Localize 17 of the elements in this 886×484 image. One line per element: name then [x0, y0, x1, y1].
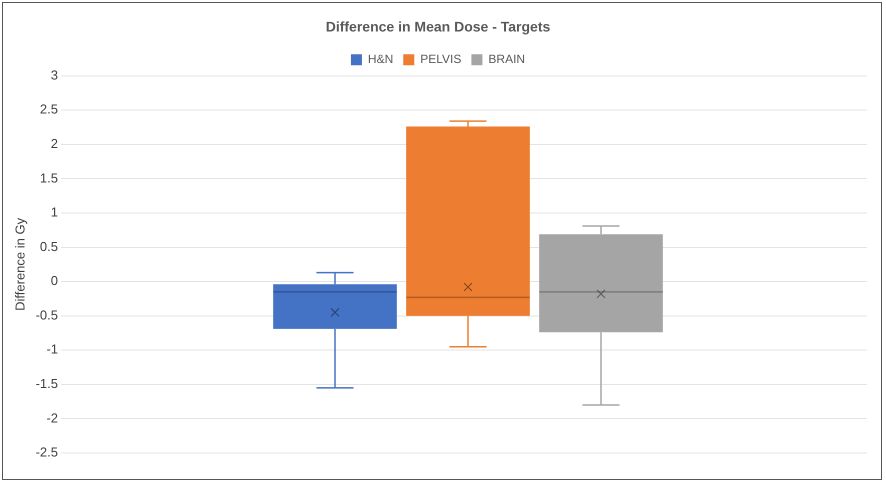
- chart-title: Difference in Mean Dose - Targets: [326, 18, 550, 34]
- y-tick-label: 2.5: [40, 102, 58, 117]
- y-tick-label: 3: [50, 67, 58, 82]
- y-tick-label: 0: [50, 273, 58, 288]
- legend-label: PELVIS: [420, 52, 462, 66]
- y-tick-label: -1: [46, 342, 58, 357]
- y-tick-label: 0.5: [40, 238, 58, 254]
- y-tick-label: -1.5: [36, 376, 58, 391]
- legend-label: H&N: [368, 52, 394, 66]
- y-tick-label: -2: [46, 410, 58, 426]
- y-tick-label: 2: [50, 136, 58, 151]
- legend-label: BRAIN: [488, 52, 526, 66]
- y-tick-label: 1.5: [40, 170, 58, 186]
- y-axis-title: Difference in Gy: [12, 217, 28, 311]
- y-tick-label: -2.5: [36, 444, 58, 460]
- y-tick-label: -0.5: [36, 307, 58, 322]
- y-tick-label: 1: [50, 204, 58, 220]
